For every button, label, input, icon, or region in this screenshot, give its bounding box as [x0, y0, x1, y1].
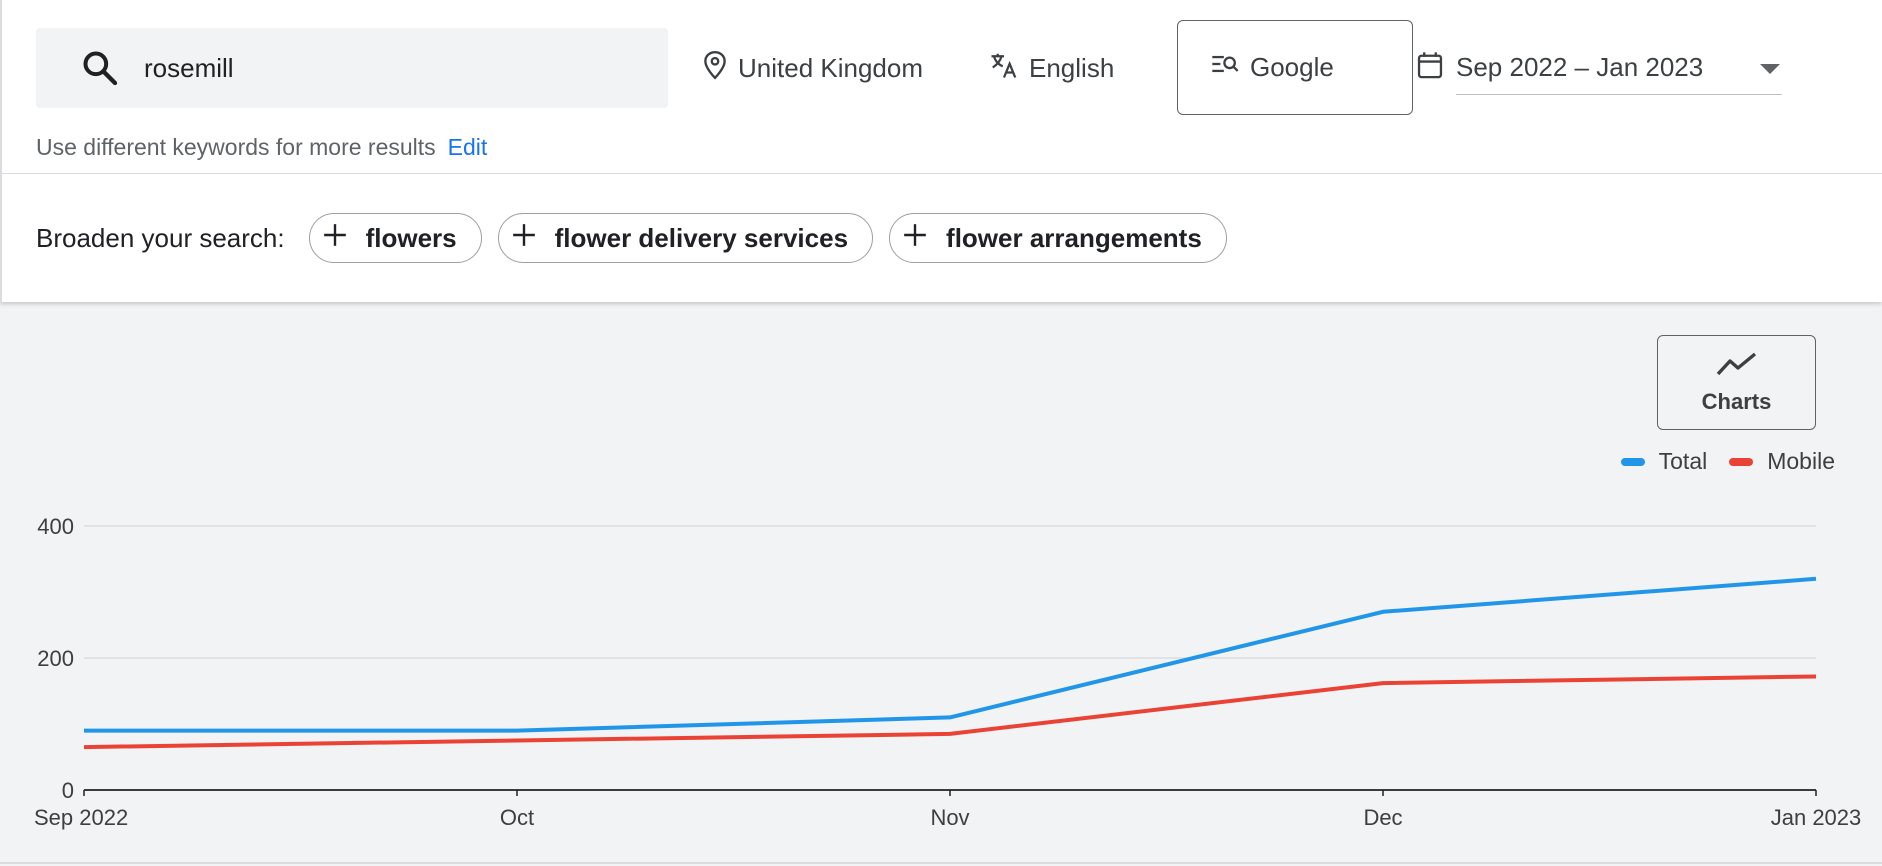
location-pin-icon: [702, 50, 738, 87]
search-box[interactable]: [36, 28, 668, 108]
charts-button[interactable]: Charts: [1657, 335, 1816, 430]
search-icon: [80, 48, 120, 88]
chip-flower-arrangements[interactable]: flower arrangements: [889, 213, 1227, 263]
y-tick-label: 0: [62, 778, 74, 803]
search-input[interactable]: [140, 28, 648, 108]
location-label: United Kingdom: [738, 52, 923, 83]
legend-label-total: Total: [1658, 448, 1708, 474]
hint-text: Use different keywords for more results: [36, 134, 436, 160]
plus-icon: [511, 222, 555, 255]
date-range-selector[interactable]: Sep 2022 – Jan 2023: [1416, 38, 1782, 98]
chip-flower-delivery-services[interactable]: flower delivery services: [497, 213, 874, 263]
chip-label: flower delivery services: [554, 222, 849, 253]
legend-label-mobile: Mobile: [1767, 448, 1835, 474]
x-tick-label: Jan 2023: [1771, 805, 1862, 830]
series-line-total: [84, 576, 1817, 733]
chip-flowers[interactable]: flowers: [308, 213, 482, 263]
divider: [2, 173, 1882, 174]
date-range-field[interactable]: Sep 2022 – Jan 2023: [1456, 41, 1782, 95]
broaden-search-row: Broaden your search: flowers flower deli…: [36, 212, 1243, 264]
x-tick-label: Dec: [1363, 805, 1402, 830]
y-tick-label: 400: [37, 514, 74, 539]
search-network-button[interactable]: Google: [1177, 20, 1413, 115]
plus-icon: [322, 222, 366, 255]
legend-item-total[interactable]: Total: [1620, 448, 1708, 475]
chip-label: flower arrangements: [946, 222, 1202, 253]
location-filter[interactable]: United Kingdom: [702, 38, 923, 98]
series-line-mobile: [83, 674, 1817, 750]
y-tick-label: 200: [37, 646, 74, 671]
network-label: Google: [1250, 52, 1334, 82]
legend-item-mobile[interactable]: Mobile: [1729, 448, 1835, 475]
search-network-icon: [1210, 51, 1250, 84]
chart-legend: Total Mobile: [1599, 448, 1835, 475]
language-label: English: [1029, 52, 1115, 83]
chip-label: flowers: [365, 222, 457, 253]
trend-line-icon: [1716, 351, 1758, 389]
translate-icon: [989, 50, 1029, 87]
x-tick-label: Nov: [930, 805, 969, 830]
broaden-label: Broaden your search:: [36, 222, 285, 253]
keyword-hint: Use different keywords for more results E…: [36, 134, 487, 161]
chart-bottom-border: [0, 862, 1882, 864]
edit-link[interactable]: Edit: [447, 134, 488, 160]
date-range-label: Sep 2022 – Jan 2023: [1456, 52, 1704, 82]
calendar-icon: [1416, 50, 1444, 87]
x-tick-label: Sep 2022: [34, 805, 128, 830]
legend-swatch-mobile: [1729, 457, 1754, 466]
legend-swatch-total: [1620, 457, 1645, 466]
plus-icon: [902, 222, 946, 255]
language-filter[interactable]: English: [989, 38, 1114, 98]
chevron-down-icon: [1758, 52, 1782, 83]
x-tick-label: Oct: [500, 805, 534, 830]
charts-label: Charts: [1701, 388, 1772, 414]
search-panel: United Kingdom English Google Sep 2022 –…: [0, 0, 1882, 302]
